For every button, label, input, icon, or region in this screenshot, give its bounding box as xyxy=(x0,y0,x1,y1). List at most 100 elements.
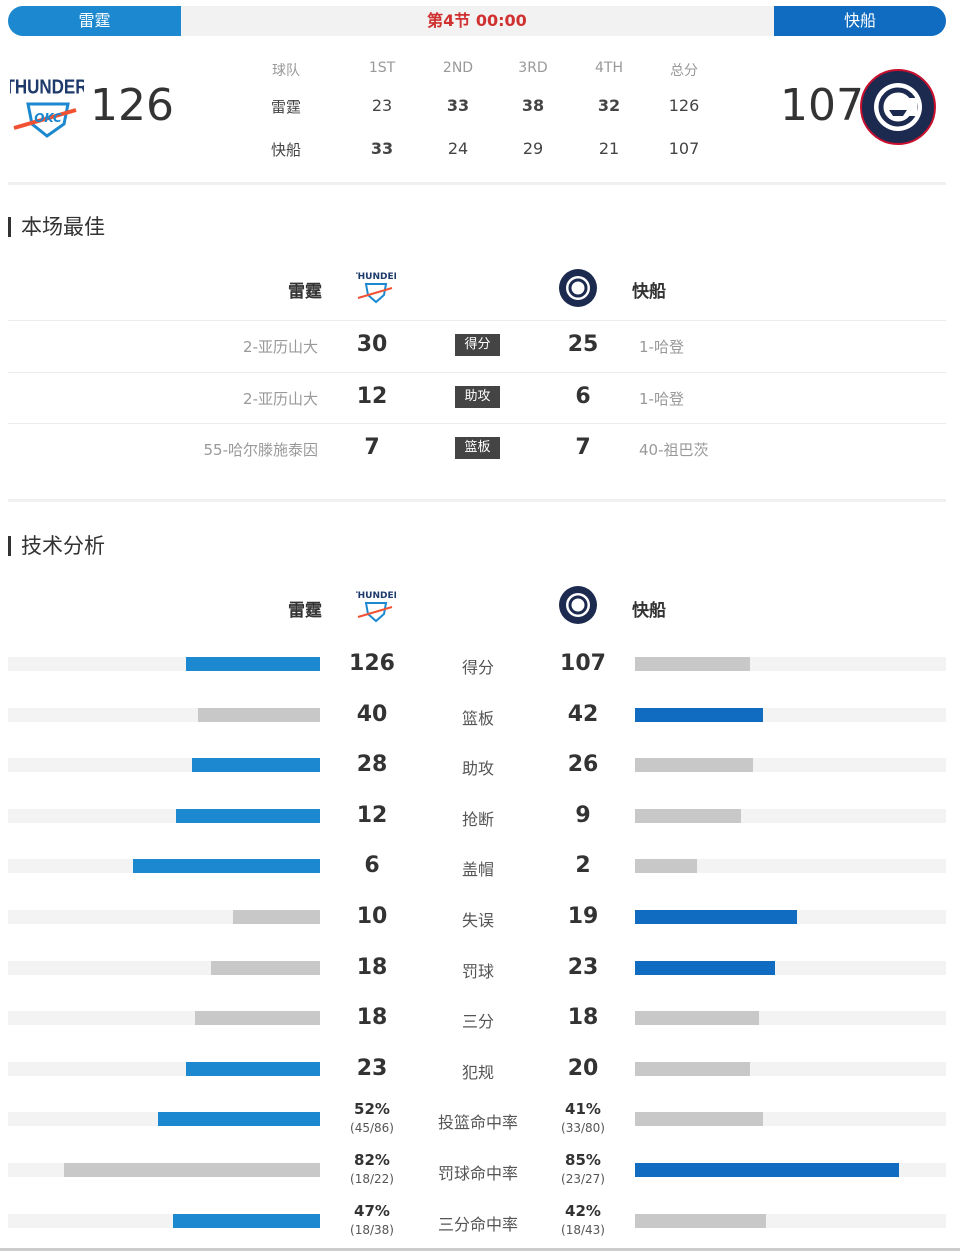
stat-label: 罚球命中率 xyxy=(437,1164,518,1183)
quarter-score: 21 xyxy=(598,139,620,158)
away-stat-fraction: (23/27) xyxy=(561,1172,605,1186)
home-stat-value: 126 xyxy=(349,651,395,676)
home-stat-value: 18 xyxy=(356,1005,388,1031)
quarter-header: 3RD xyxy=(518,60,548,76)
home-stat-value: 23 xyxy=(356,1055,388,1081)
quarter-score: 38 xyxy=(521,96,545,115)
home-stat-bar xyxy=(195,1011,320,1026)
stat-label: 三分 xyxy=(461,1012,494,1032)
home-stat-bar-track xyxy=(8,960,320,975)
stat-label: 助攻 xyxy=(461,759,494,779)
away-stat-bar-track xyxy=(635,657,946,671)
away-stat-bar-track xyxy=(635,1061,946,1076)
stat-label: 失误 xyxy=(461,911,494,930)
quarter-score: 29 xyxy=(522,139,544,158)
away-stat-value: 20 xyxy=(567,1055,599,1081)
period-clock: 第4节 00:00 xyxy=(427,11,527,30)
home-best-value: 12 xyxy=(356,383,388,409)
stat-label: 犯规 xyxy=(461,1062,494,1082)
away-stat-bar xyxy=(635,859,698,874)
away-stat-bar xyxy=(635,1061,751,1076)
thunder-logo-icon: THUNDER xyxy=(356,591,396,623)
away-stat-bar-track xyxy=(635,1213,946,1228)
away-stat-bar xyxy=(635,1112,763,1127)
stat-tag: 助攻 xyxy=(455,385,500,408)
quarter-score: 126 xyxy=(668,96,700,115)
thunder-logo-icon: THUNDER xyxy=(356,272,396,304)
quarter-score: 23 xyxy=(371,96,393,115)
home-best-player: 2-亚历山大 xyxy=(243,338,318,356)
home-stat-bar-track xyxy=(8,910,320,924)
home-stat-bar xyxy=(132,859,320,874)
home-stat-bar-track xyxy=(8,808,320,823)
stat-label: 三分命中率 xyxy=(437,1214,518,1234)
home-stat-value: 28 xyxy=(356,752,388,778)
away-stat-value: 9 xyxy=(575,802,591,828)
away-stat-bar-track xyxy=(635,1011,946,1026)
quarter-header: 2ND xyxy=(442,60,474,76)
quarter-score: 24 xyxy=(447,139,469,158)
away-stat-value: 23 xyxy=(567,954,599,980)
quarter-header: 4TH xyxy=(595,60,623,76)
divider xyxy=(8,499,946,502)
stat-label: 罚球 xyxy=(461,961,494,981)
svg-text:THUNDER: THUNDER xyxy=(10,75,84,98)
home-team-tab[interactable]: 雷霆 xyxy=(8,6,181,36)
home-stat-bar xyxy=(173,1213,320,1228)
home-stat-bar xyxy=(64,1163,320,1177)
svg-text:OKC: OKC xyxy=(34,111,62,125)
row-divider xyxy=(8,423,946,424)
home-stat-fraction: (18/22) xyxy=(350,1172,394,1186)
away-team-tab[interactable]: 快船 xyxy=(774,6,946,36)
stat-label: 篮板 xyxy=(461,708,494,728)
home-best-value: 30 xyxy=(356,332,388,357)
away-stat-bar-track xyxy=(635,910,946,924)
home-stat-fraction: (18/38) xyxy=(350,1222,394,1237)
home-best-value: 7 xyxy=(364,435,380,460)
home-stat-bar xyxy=(185,1061,320,1076)
quarter-header: 1ST xyxy=(368,60,396,76)
home-score: 126 xyxy=(90,80,174,131)
away-stat-fraction: (18/43) xyxy=(561,1222,605,1237)
quarter-header: 总分 xyxy=(670,63,698,79)
home-stat-value: 82% xyxy=(354,1151,390,1169)
bottom-border xyxy=(0,1248,960,1251)
quarter-team-name: 快船 xyxy=(270,141,301,159)
away-stat-fraction: (33/80) xyxy=(561,1121,605,1136)
quarter-score: 107 xyxy=(668,139,700,158)
away-stat-value: 42 xyxy=(567,701,599,727)
quarter-score: 32 xyxy=(597,96,621,115)
best-players-title: 本场最佳 xyxy=(8,217,105,238)
away-stat-bar xyxy=(635,1213,766,1228)
home-stat-bar-track xyxy=(8,1061,320,1076)
home-stat-bar-track xyxy=(8,1213,320,1228)
quarter-score: 33 xyxy=(370,139,394,158)
away-best-value: 25 xyxy=(567,332,599,357)
home-stat-bar-track xyxy=(8,758,320,773)
home-stat-bar-track xyxy=(8,657,320,671)
away-stat-value: 26 xyxy=(567,752,599,778)
away-stat-bar-track xyxy=(635,859,946,874)
analysis-away-label: 快船 xyxy=(632,601,666,621)
away-best-value: 7 xyxy=(575,435,591,460)
scoreboard-bar: 雷霆 第4节 00:00 快船 xyxy=(8,6,946,36)
away-stat-bar-track xyxy=(635,1163,946,1177)
home-stat-value: 52% xyxy=(354,1100,390,1119)
analysis-home-label: 雷霆 xyxy=(288,601,322,621)
svg-text:THUNDER: THUNDER xyxy=(356,591,396,601)
away-stat-bar xyxy=(635,910,797,924)
clippers-logo-icon xyxy=(559,269,597,307)
home-best-player: 55-哈尔滕施泰因 xyxy=(203,441,318,459)
home-stat-fraction: (45/86) xyxy=(350,1121,394,1136)
svg-text:THUNDER: THUNDER xyxy=(356,272,396,282)
quarter-score: 33 xyxy=(446,96,470,115)
row-divider xyxy=(8,371,946,373)
home-stat-bar-track xyxy=(8,1112,320,1127)
away-stat-value: 18 xyxy=(567,1005,599,1031)
row-divider xyxy=(8,320,946,321)
home-stat-value: 40 xyxy=(356,701,388,727)
away-stat-bar xyxy=(635,808,741,823)
home-stat-bar xyxy=(198,707,320,722)
home-stat-bar xyxy=(185,657,320,671)
stat-tag: 得分 xyxy=(455,334,500,356)
